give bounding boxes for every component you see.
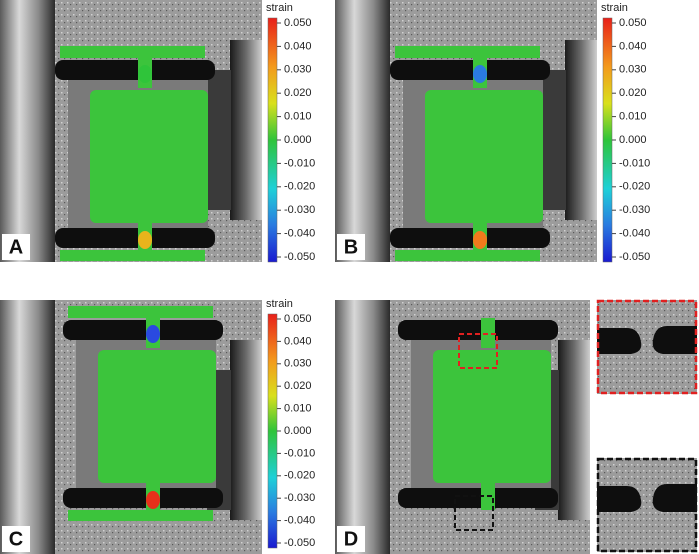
colorbar-tick-label: -0.010 bbox=[284, 157, 315, 169]
inset-notch bbox=[597, 484, 697, 512]
strain-concentration bbox=[146, 491, 160, 509]
top-slot bbox=[398, 320, 558, 340]
panel-label: C bbox=[9, 528, 23, 550]
colorbar-tick-label: -0.040 bbox=[284, 515, 315, 527]
colorbar-tick-label: 0.000 bbox=[284, 134, 312, 146]
colorbar-tick-label: 0.050 bbox=[619, 17, 647, 29]
colorbar-tick-label: -0.050 bbox=[284, 251, 315, 263]
left-cylinder bbox=[335, 300, 390, 554]
bottom-slot bbox=[55, 228, 215, 248]
colorbar-tick-label: 0.020 bbox=[284, 87, 312, 99]
inset-border bbox=[596, 299, 698, 395]
grip-face bbox=[542, 70, 566, 210]
panel: A bbox=[0, 0, 262, 262]
colorbar-tick-label: -0.050 bbox=[619, 251, 650, 263]
center-strain bbox=[433, 350, 551, 483]
top-slot bbox=[390, 60, 550, 80]
colorbar-title: strain bbox=[266, 2, 293, 14]
bottom-slot bbox=[390, 228, 550, 248]
left-cylinder bbox=[0, 0, 55, 262]
label-box bbox=[2, 526, 30, 552]
colorbar-tick-label: -0.040 bbox=[619, 228, 650, 240]
colorbar-tick-label: 0.030 bbox=[619, 64, 647, 76]
zoom-inset bbox=[596, 457, 698, 553]
panel: D bbox=[335, 300, 590, 554]
right-grip bbox=[565, 40, 597, 220]
colorbar-tick-label: -0.020 bbox=[284, 470, 315, 482]
strain-concentration bbox=[138, 231, 152, 249]
strain-concentration bbox=[473, 65, 487, 83]
colorbar bbox=[267, 17, 278, 263]
colorbar-tick-label: 0.020 bbox=[619, 87, 647, 99]
zoom-box-bottom bbox=[454, 495, 494, 531]
grip-face bbox=[207, 70, 231, 210]
zoom-inset bbox=[596, 299, 698, 395]
colorbar-tick-label: 0.000 bbox=[284, 425, 312, 437]
colorbar-tick-label: 0.000 bbox=[619, 134, 647, 146]
label-box bbox=[2, 234, 30, 260]
left-cylinder bbox=[0, 300, 55, 554]
top-slot bbox=[55, 60, 215, 80]
colorbar-tick-label: -0.010 bbox=[619, 157, 650, 169]
colorbar-title: strain bbox=[266, 298, 293, 310]
label-box bbox=[337, 526, 365, 552]
panel-label: D bbox=[344, 528, 358, 550]
colorbar bbox=[602, 17, 613, 263]
colorbar-tick-label: 0.020 bbox=[284, 380, 312, 392]
strain-concentration bbox=[473, 231, 487, 249]
panel-label: B bbox=[344, 236, 358, 258]
bottom-bar-strain bbox=[68, 510, 213, 521]
bottom-bar-strain bbox=[395, 250, 540, 261]
panel-label: A bbox=[9, 236, 23, 258]
colorbar-tick-label: 0.040 bbox=[284, 40, 312, 52]
colorbar-tick-label: -0.040 bbox=[284, 228, 315, 240]
colorbar-tick-label: 0.010 bbox=[284, 111, 312, 123]
colorbar-tick-label: -0.030 bbox=[619, 204, 650, 216]
colorbar-tick-label: 0.050 bbox=[284, 17, 312, 29]
colorbar-tick-label: -0.010 bbox=[284, 447, 315, 459]
bottom-slot bbox=[398, 488, 558, 508]
colorbar-tick-label: -0.030 bbox=[284, 492, 315, 504]
left-cylinder bbox=[335, 0, 390, 262]
inset-border bbox=[596, 457, 698, 553]
colorbar-tick-label: 0.040 bbox=[619, 40, 647, 52]
colorbar-tick-label: -0.020 bbox=[284, 181, 315, 193]
colorbar bbox=[267, 313, 278, 549]
colorbar-title: strain bbox=[601, 2, 628, 14]
zoom-box-top bbox=[458, 333, 498, 369]
top-slot bbox=[63, 320, 223, 340]
right-grip bbox=[558, 340, 590, 520]
inset-notch bbox=[597, 326, 697, 354]
strain-concentration bbox=[146, 325, 160, 343]
center-strain bbox=[98, 350, 216, 483]
colorbar-tick-label: 0.030 bbox=[284, 358, 312, 370]
colorbar-tick-label: -0.030 bbox=[284, 204, 315, 216]
top-bar-strain bbox=[60, 46, 205, 58]
center-strain bbox=[90, 90, 208, 223]
center-strain bbox=[425, 90, 543, 223]
colorbar-tick-label: 0.040 bbox=[284, 335, 312, 347]
label-box bbox=[337, 234, 365, 260]
colorbar-tick-label: -0.050 bbox=[284, 537, 315, 549]
colorbar-tick-label: 0.010 bbox=[619, 111, 647, 123]
right-grip bbox=[230, 340, 262, 520]
panel: B bbox=[335, 0, 597, 262]
colorbar-tick-label: 0.030 bbox=[284, 64, 312, 76]
top-bar-strain bbox=[395, 46, 540, 58]
colorbar-tick-label: 0.010 bbox=[284, 403, 312, 415]
colorbar-tick-label: 0.050 bbox=[284, 313, 312, 325]
strain-concentration bbox=[138, 65, 152, 83]
bottom-slot bbox=[63, 488, 223, 508]
panel: C bbox=[0, 300, 262, 554]
top-bar-strain bbox=[68, 306, 213, 318]
colorbar-tick-label: -0.020 bbox=[619, 181, 650, 193]
right-grip bbox=[230, 40, 262, 220]
bottom-bar-strain bbox=[60, 250, 205, 261]
